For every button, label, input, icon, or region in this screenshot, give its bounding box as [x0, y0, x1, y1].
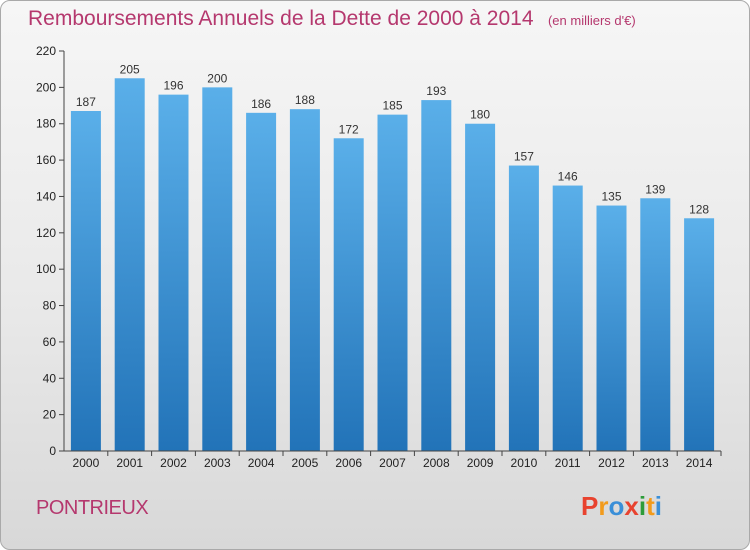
logo-letter: o	[608, 491, 625, 521]
x-tick-label-2002: 2002	[160, 456, 187, 470]
x-tick-label-2007: 2007	[379, 456, 406, 470]
y-tick-label: 200	[36, 80, 56, 94]
y-tick-label: 120	[36, 226, 56, 240]
value-label-2011: 146	[558, 170, 578, 184]
bar-2014	[684, 218, 715, 451]
logo-letter: i	[654, 491, 662, 521]
x-tick-label-2008: 2008	[423, 456, 450, 470]
value-label-2002: 196	[163, 79, 183, 93]
logo-letter: r	[598, 491, 609, 521]
bar-2008	[421, 100, 452, 451]
title-row: Remboursements Annuels de la Dette de 20…	[28, 7, 636, 31]
value-label-2001: 205	[120, 62, 140, 76]
logo-letter: P	[581, 491, 599, 521]
value-label-2009: 180	[470, 108, 490, 122]
y-tick-label: 100	[36, 262, 56, 276]
y-tick-label: 180	[36, 117, 56, 131]
value-label-2006: 172	[339, 122, 359, 136]
bar-2001	[114, 78, 145, 451]
x-tick-label-2000: 2000	[73, 456, 100, 470]
logo-letter: i	[638, 491, 647, 521]
logo-letter: t	[646, 491, 655, 521]
y-tick-label: 160	[36, 153, 56, 167]
bar-2007	[377, 114, 408, 452]
bar-2011	[552, 185, 583, 451]
bar-2005	[289, 109, 320, 451]
bar-2000	[70, 111, 101, 451]
x-tick-label-2001: 2001	[116, 456, 143, 470]
y-tick-label: 40	[43, 371, 57, 385]
commune-name: PONTRIEUX	[36, 497, 149, 519]
bars-layer: 187 205 196 200 186 188 172 185 193 180 157 146 135 1…	[70, 62, 715, 452]
value-label-2008: 193	[426, 84, 446, 98]
value-label-2007: 185	[382, 99, 402, 113]
bar-2003	[202, 87, 233, 451]
y-tick-label: 220	[36, 44, 56, 58]
x-tick-label-2003: 2003	[204, 456, 231, 470]
y-tick-label: 20	[43, 408, 57, 422]
proxiti-logo: Proxiti	[581, 491, 662, 522]
chart-title: Remboursements Annuels de la Dette de 20…	[28, 7, 534, 30]
x-tick-label-2006: 2006	[335, 456, 362, 470]
bar-2002	[158, 94, 189, 452]
bar-2006	[333, 138, 364, 452]
x-tick-label-2010: 2010	[511, 456, 538, 470]
value-label-2000: 187	[76, 95, 96, 109]
value-label-2003: 200	[207, 71, 227, 85]
x-tick-label-2012: 2012	[598, 456, 625, 470]
x-tick-label-2005: 2005	[292, 456, 319, 470]
value-label-2014: 128	[689, 202, 709, 216]
bar-2009	[465, 123, 496, 452]
logo-letter: x	[624, 491, 639, 521]
bar-2010	[508, 165, 539, 451]
value-label-2010: 157	[514, 150, 534, 164]
y-tick-label: 80	[43, 299, 57, 313]
value-label-2005: 188	[295, 93, 315, 107]
x-tick-label-2009: 2009	[467, 456, 494, 470]
x-tick-label-2014: 2014	[686, 456, 713, 470]
value-label-2004: 186	[251, 97, 271, 111]
bar-2012	[596, 205, 627, 451]
bar-2013	[640, 198, 671, 451]
value-label-2012: 135	[601, 190, 621, 204]
chart-unit: (en milliers d'€)	[547, 13, 636, 28]
x-tick-label-2013: 2013	[642, 456, 669, 470]
y-tick-label: 0	[49, 444, 56, 458]
bar-2004	[246, 112, 277, 452]
x-tick-label-2011: 2011	[555, 456, 581, 470]
value-label-2013: 139	[645, 182, 665, 196]
x-tick-label-2004: 2004	[248, 456, 275, 470]
y-tick-label: 60	[43, 335, 57, 349]
y-tick-label: 140	[36, 189, 56, 203]
axis-layer: 0 20 40 60 80 100 120 140 160 180 200 220 2000 2001 20…	[36, 44, 722, 470]
